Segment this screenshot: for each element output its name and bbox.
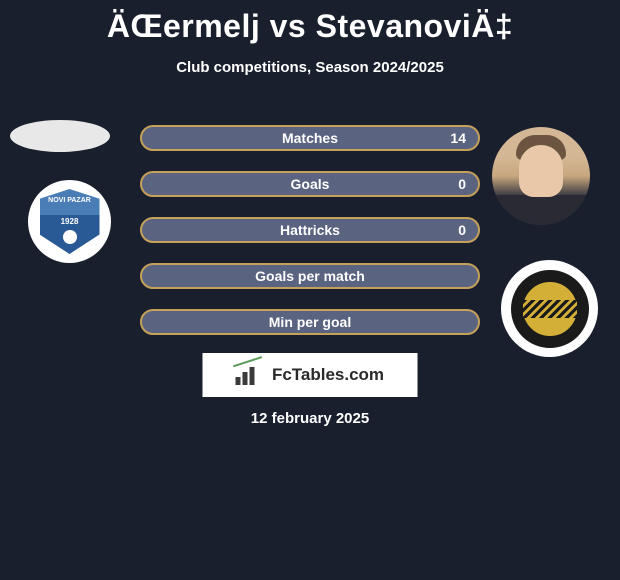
player-left-avatar	[10, 120, 110, 152]
chart-bar	[250, 367, 255, 385]
stat-value-right: 14	[450, 130, 466, 146]
main-container: ÄŒermelj vs StevanoviÄ‡ Club competition…	[0, 0, 620, 76]
stat-label: Goals per match	[255, 268, 365, 284]
stat-value-right: 0	[458, 176, 466, 192]
team-right-stripe	[523, 300, 577, 318]
stat-value-right: 0	[458, 222, 466, 238]
stat-bar-goals-per-match: Goals per match	[140, 263, 480, 289]
stats-area: Matches 14 Goals 0 Hattricks 0 Goals per…	[140, 125, 480, 355]
chart-bar	[243, 372, 248, 385]
team-right-logo: ФК	[501, 260, 598, 357]
soccer-ball-icon	[63, 230, 77, 244]
team-right-fk: ФК	[545, 274, 554, 280]
team-left-logo: NOVI PAZAR 1928	[28, 180, 111, 263]
branding-banner[interactable]: FcTables.com	[203, 353, 418, 397]
page-title: ÄŒermelj vs StevanoviÄ‡	[0, 8, 620, 45]
player-shirt	[492, 195, 590, 225]
team-left-shield: NOVI PAZAR 1928	[40, 189, 100, 254]
branding-text: FcTables.com	[272, 365, 384, 385]
player-right-avatar	[492, 127, 590, 225]
stat-label: Matches	[282, 130, 338, 146]
stat-bar-goals: Goals 0	[140, 171, 480, 197]
date-label: 12 february 2025	[0, 410, 620, 427]
chart-bar	[236, 377, 241, 385]
stat-label: Hattricks	[280, 222, 340, 238]
stat-bar-min-per-goal: Min per goal	[140, 309, 480, 335]
stat-label: Goals	[291, 176, 330, 192]
stat-bar-matches: Matches 14	[140, 125, 480, 151]
chart-icon	[236, 365, 266, 385]
team-left-year: 1928	[40, 217, 100, 226]
subtitle: Club competitions, Season 2024/2025	[0, 59, 620, 76]
stat-label: Min per goal	[269, 314, 351, 330]
team-left-name: NOVI PAZAR	[40, 197, 100, 204]
team-right-badge: ФК	[511, 270, 589, 348]
stat-bar-hattricks: Hattricks 0	[140, 217, 480, 243]
player-face	[519, 145, 563, 197]
